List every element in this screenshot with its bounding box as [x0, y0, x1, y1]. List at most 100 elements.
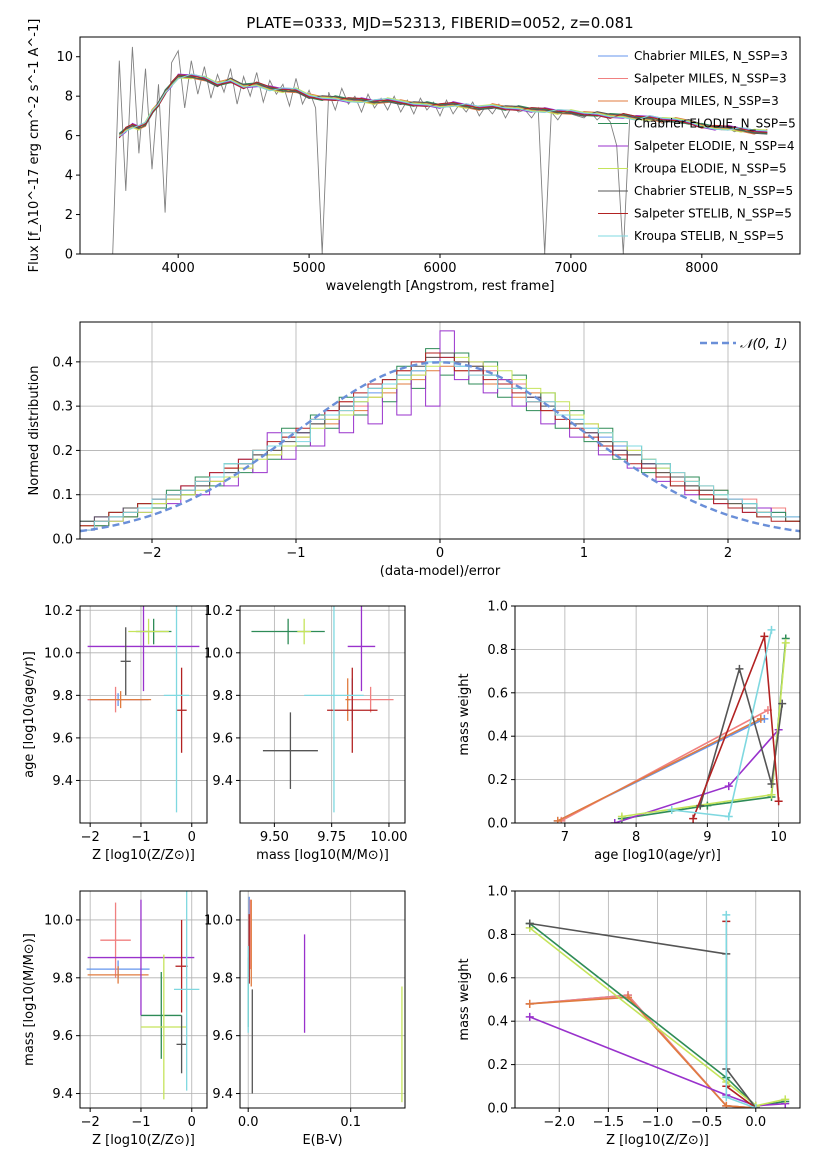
- plot-area: [86, 891, 200, 1100]
- x-axis-label: Z [log10(Z/Z⊙)]: [92, 1133, 195, 1148]
- y-tick-label: 9.8: [52, 689, 73, 704]
- plot-area: [112, 46, 768, 254]
- x-tick-label: −2: [81, 1115, 100, 1130]
- plot-area: [553, 625, 790, 823]
- y-tick-label: 9.4: [52, 774, 73, 789]
- x-tick-label: 0.0: [745, 1115, 766, 1130]
- y-axis-label: mass weight: [457, 958, 472, 1040]
- x-tick-label: 10: [770, 830, 787, 845]
- errorbar-point: [140, 972, 182, 1059]
- errorbar-point: [304, 606, 364, 813]
- errorbar-point: [90, 691, 152, 709]
- panel-age_vs_mass: 9.50 9.75 10.00 9.4 9.6 9.8 10.0 10.2 mass [log1…: [204, 604, 408, 863]
- plus-marker: [610, 819, 619, 823]
- x-tick-label: −1.0: [642, 1115, 674, 1130]
- y-tick-label: 0.6: [487, 686, 508, 701]
- x-tick-label: 8000: [685, 261, 718, 276]
- x-axis-label: Z [log10(Z/Z⊙)]: [92, 848, 195, 863]
- errorbar-point: [140, 954, 187, 1100]
- axes-frame: [79, 605, 208, 824]
- plus-marker: [689, 814, 698, 823]
- x-tick-label: 6000: [423, 261, 456, 276]
- x-tick-label: 2: [724, 546, 732, 561]
- y-tick-label: 0.0: [487, 817, 508, 832]
- y-tick-label: 0.3: [52, 400, 73, 415]
- plot-area: [87, 606, 200, 813]
- plus-marker: [667, 805, 676, 814]
- x-tick-label: 8: [632, 830, 640, 845]
- plus-marker: [774, 797, 783, 806]
- legend-label: Salpeter ELODIE, N_SSP=4: [634, 139, 795, 153]
- plot-area: [251, 606, 394, 813]
- errorbar-point: [175, 919, 188, 1013]
- series-line: [529, 922, 786, 1107]
- plus-marker: [778, 699, 787, 708]
- plus-marker: [724, 812, 733, 821]
- model-spectrum-line: [118, 73, 768, 137]
- y-tick-label: 0.2: [487, 1058, 508, 1073]
- y-tick-label: 9.8: [212, 971, 233, 986]
- model-spectrum-line: [118, 73, 768, 138]
- panel-mass_weight_vs_age: 7 8 9 10 0.0 0.2 0.4 0.6 0.8 1.0 age [log10(age/yr…: [457, 600, 801, 863]
- series-line: [529, 927, 786, 1107]
- plus-marker: [724, 782, 733, 791]
- histogram-step-line: [80, 361, 800, 531]
- model-spectrum-line: [118, 75, 768, 136]
- plot-area: [247, 896, 403, 1103]
- y-tick-label: 1.0: [487, 885, 508, 900]
- y-axis-label: mass weight: [457, 673, 472, 755]
- y-tick-label: 0.2: [487, 773, 508, 788]
- y-tick-label: 4: [65, 169, 73, 184]
- x-tick-label: −1: [131, 1115, 150, 1130]
- errorbar-point: [120, 627, 131, 696]
- y-tick-label: 10.0: [44, 913, 73, 928]
- x-tick-label: 10.00: [370, 830, 407, 845]
- errorbar-point: [327, 667, 378, 753]
- gaussian-curve: [80, 361, 800, 533]
- plus-marker: [760, 632, 769, 641]
- plus-marker: [722, 910, 731, 919]
- x-tick-label: 9.50: [260, 830, 289, 845]
- y-tick-label: 0.2: [52, 444, 73, 459]
- x-tick-label: 7000: [554, 261, 587, 276]
- errorbar-point: [345, 678, 350, 721]
- y-tick-label: 6: [65, 129, 73, 144]
- y-tick-label: 2: [65, 208, 73, 223]
- legend-label: Kroupa MILES, N_SSP=3: [634, 94, 779, 108]
- y-tick-label: 0: [65, 248, 73, 263]
- y-axis-label: mass [log10(M/M⊙)]: [22, 933, 37, 1066]
- plot-area: [80, 330, 800, 533]
- errorbar-point: [262, 712, 318, 789]
- panel-residuals: 𝒩(0, 1) −2 −1 0 1 2 0.0 0.1 0.2 0.3 0.4 (data-model…: [27, 321, 801, 579]
- y-tick-label: 9.6: [52, 731, 73, 746]
- legend: 𝒩(0, 1): [700, 337, 787, 352]
- y-tick-label: 0.1: [52, 488, 73, 503]
- plus-marker: [553, 816, 562, 823]
- x-axis-label: wavelength [Angstrom, rest frame]: [326, 279, 555, 294]
- y-tick-label: 9.4: [52, 1087, 73, 1102]
- x-tick-label: −0.5: [691, 1115, 723, 1130]
- axes-frame: [239, 890, 406, 1109]
- y-tick-label: 9.6: [52, 1029, 73, 1044]
- panel-age_vs_Z: −2 −1 0 9.4 9.6 9.8 10.0 10.2 Z [log10(Z/Z⊙)] age…: [22, 604, 208, 863]
- errorbar-point: [176, 667, 187, 753]
- legend-label: Salpeter STELIB, N_SSP=5: [634, 207, 792, 221]
- model-spectrum-line: [118, 74, 768, 139]
- errorbar-point: [347, 686, 394, 713]
- y-tick-label: 9.6: [212, 1029, 233, 1044]
- x-tick-label: −2.0: [543, 1115, 575, 1130]
- model-spectrum-line: [118, 75, 768, 135]
- y-tick-label: 0.8: [487, 928, 508, 943]
- panel-spectrum: Chabrier MILES, N_SSP=3 Salpeter MILES, N…: [27, 19, 801, 294]
- panel-mass_vs_EBV: 0.0 0.1 9.4 9.6 9.8 10.0 E(B-V): [204, 890, 406, 1148]
- plus-marker: [722, 1101, 731, 1108]
- errorbar-point: [163, 606, 190, 813]
- errorbar-point: [87, 966, 149, 984]
- plus-marker: [735, 664, 744, 673]
- model-spectrum-line: [118, 75, 768, 134]
- x-tick-label: 0: [436, 546, 444, 561]
- y-tick-label: 0.0: [52, 533, 73, 548]
- panel-mass_vs_Z: −2 −1 0 9.4 9.6 9.8 10.0 Z [log10(Z/Z⊙)] mass [l…: [22, 890, 208, 1148]
- x-tick-label: 0.0: [238, 1115, 259, 1130]
